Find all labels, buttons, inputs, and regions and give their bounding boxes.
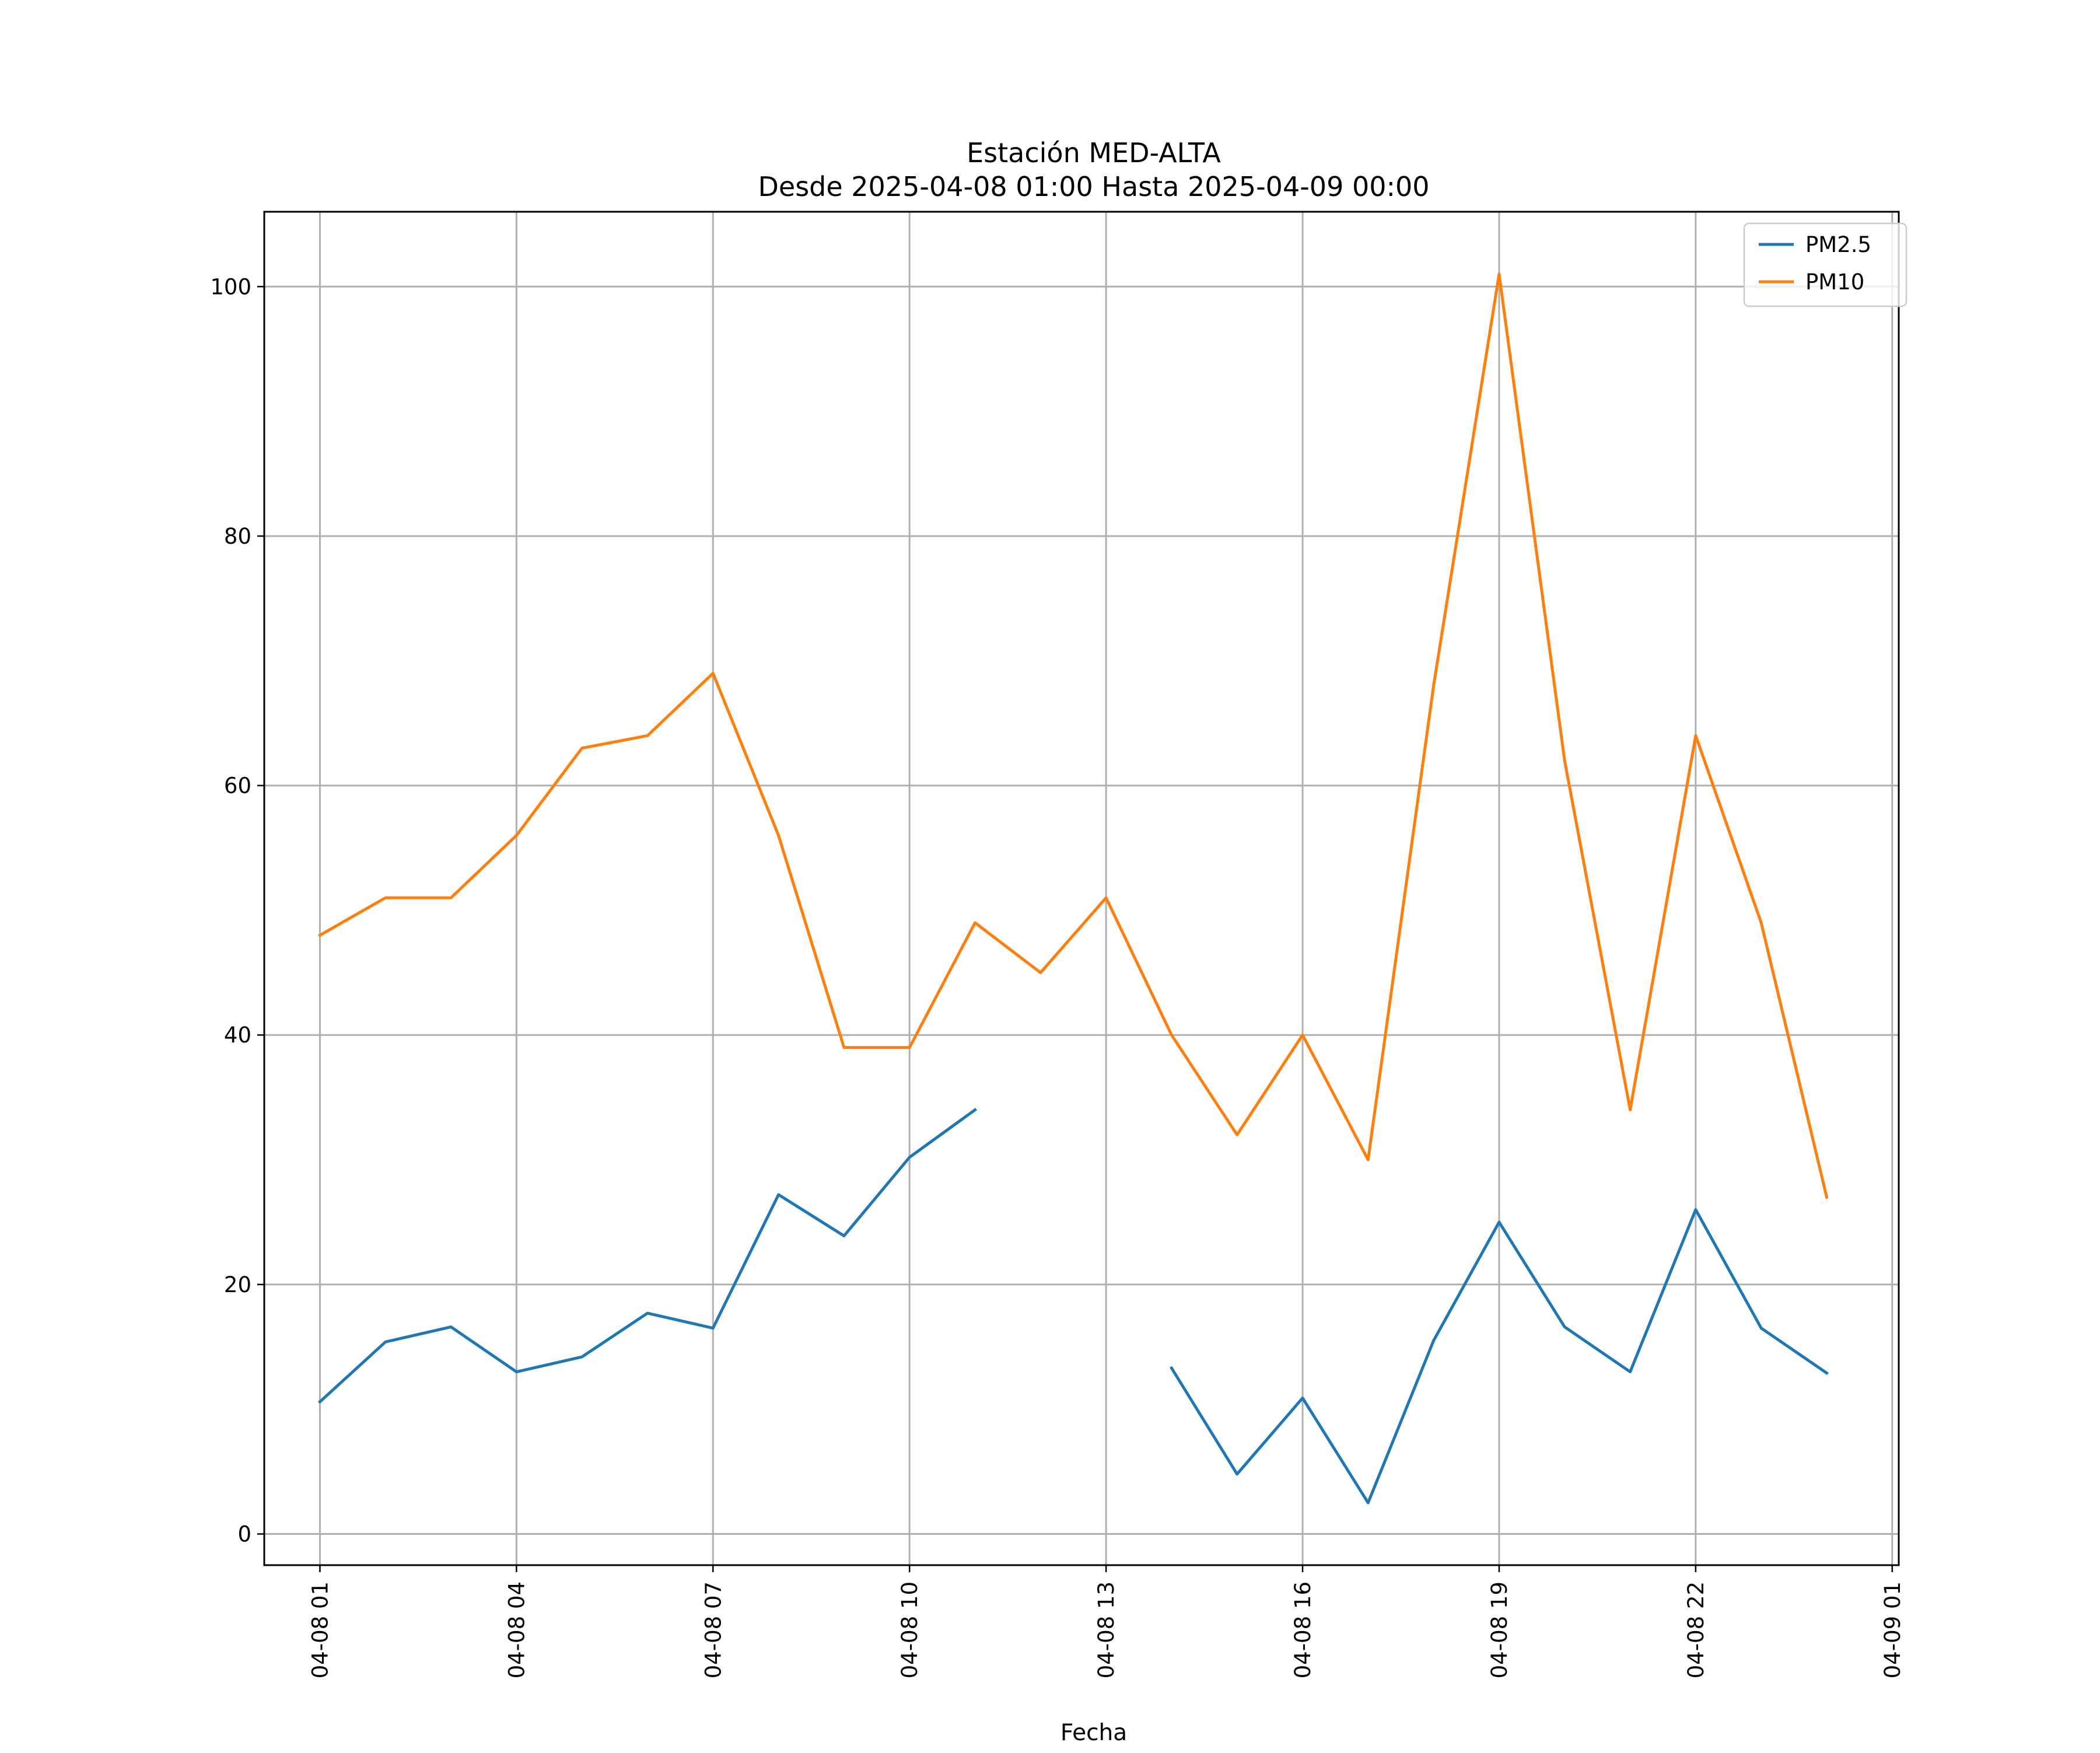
- legend-label-pm25: PM2.5: [1805, 232, 1871, 257]
- x-tick-label: 04-08 07: [701, 1581, 726, 1678]
- y-tick-label: 60: [224, 774, 251, 799]
- x-tick-label: 04-08 04: [504, 1581, 529, 1678]
- series-line-segment: [1169, 1208, 1829, 1504]
- series-line-segment: [317, 1108, 977, 1404]
- grid: [264, 212, 1899, 1565]
- series-lines: [317, 272, 1829, 1504]
- series-pm10: [318, 272, 1829, 1199]
- y-tick-label: 0: [237, 1522, 251, 1547]
- legend-label-pm10: PM10: [1805, 270, 1864, 295]
- x-tick-label: 04-08 22: [1684, 1581, 1709, 1678]
- axis-ticks: 0 20 40 60 80 100 04-08 01 04-08 04 04-08 07 04-0…: [210, 274, 1905, 1678]
- x-tick-label: 04-08 13: [1094, 1581, 1119, 1678]
- chart-title: Estación MED-ALTA: [967, 137, 1221, 169]
- x-tick-label: 04-08 19: [1487, 1581, 1512, 1678]
- y-tick-label: 20: [224, 1272, 251, 1297]
- series-pm25: [317, 1108, 1829, 1504]
- x-tick-label: 04-09 01: [1880, 1581, 1905, 1678]
- x-tick-label: 04-08 16: [1290, 1581, 1315, 1678]
- series-line-segment: [318, 272, 1829, 1199]
- x-axis-label: Fecha: [1060, 1720, 1127, 1746]
- x-tick-label: 04-08 01: [307, 1581, 332, 1678]
- plot-frame: [263, 211, 1900, 1566]
- y-tick-label: 80: [224, 524, 251, 549]
- x-tick-label: 04-08 10: [897, 1581, 922, 1678]
- chart-subtitle: Desde 2025-04-08 01:00 Hasta 2025-04-09 …: [758, 171, 1429, 202]
- legend: PM2.5 PM10: [1743, 222, 1908, 307]
- y-tick-label: 40: [224, 1023, 251, 1048]
- y-tick-label: 100: [210, 274, 251, 299]
